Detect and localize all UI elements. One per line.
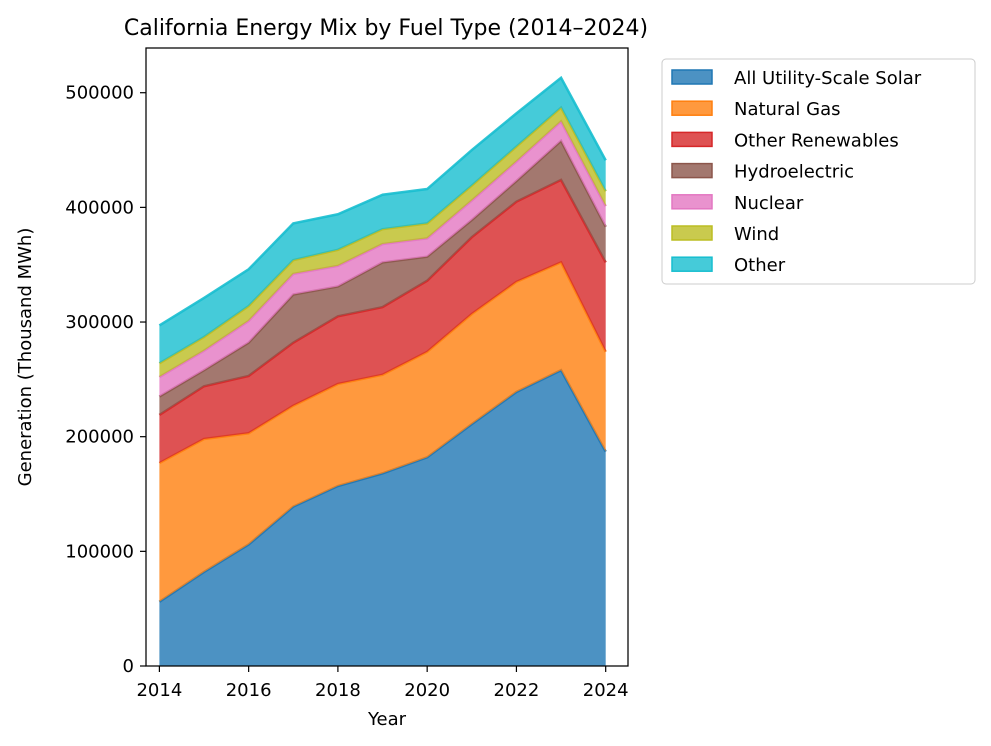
- area-edge-other: [158, 75, 607, 327]
- area-all-utility-scale-solar: [159, 370, 606, 666]
- area-series-group: [158, 75, 607, 666]
- legend-item-nuclear: Nuclear: [671, 193, 804, 214]
- x-tick-label: 2016: [226, 680, 272, 701]
- y-tick-label: 100000: [65, 541, 134, 562]
- x-axis-label: Year: [367, 709, 407, 730]
- legend: All Utility-Scale Solar Natural Gas Other …: [661, 58, 976, 285]
- y-tick-label: 0: [123, 656, 134, 677]
- plot-frame: [145, 47, 629, 667]
- x-tick-label: 2020: [404, 680, 450, 701]
- x-axis: 2014 2016 2018 2020 2022 2024: [136, 666, 629, 701]
- legend-label: All Utility-Scale Solar: [734, 68, 922, 89]
- legend-swatch: [671, 162, 713, 179]
- legend-item-all-utility-scale-solar: All Utility-Scale Solar: [671, 68, 922, 89]
- area-nuclear: [159, 121, 606, 397]
- legend-swatch: [671, 256, 713, 272]
- x-tick-label: 2022: [494, 680, 540, 701]
- area-other-renewables: [159, 179, 606, 464]
- legend-swatch: [671, 225, 713, 241]
- area-hydroelectric: [159, 140, 606, 415]
- legend-label: Natural Gas: [734, 99, 840, 120]
- y-tick-label: 400000: [65, 197, 134, 218]
- chart-title: California Energy Mix by Fuel Type (2014…: [124, 16, 648, 41]
- legend-swatch: [671, 131, 713, 148]
- legend-swatch: [671, 69, 713, 85]
- legend-label: Nuclear: [734, 193, 804, 214]
- y-tick-label: 200000: [65, 427, 134, 448]
- area-other: [159, 77, 606, 364]
- legend-item-other: Other: [671, 255, 786, 276]
- x-tick-label: 2014: [136, 680, 182, 701]
- legend-label: Wind: [734, 224, 779, 245]
- legend-item-wind: Wind: [671, 224, 779, 245]
- y-axis-label: Generation (Thousand MWh): [15, 228, 36, 487]
- area-wind: [159, 107, 606, 378]
- legend-label: Other: [734, 255, 786, 276]
- legend-item-natural-gas: Natural Gas: [671, 99, 840, 120]
- area-natural-gas: [159, 262, 606, 602]
- y-axis: 0 100000 200000 300000 400000 500000: [65, 83, 146, 677]
- legend-item-other-renewables: Other Renewables: [671, 130, 899, 151]
- y-tick-label: 500000: [65, 83, 134, 104]
- x-tick-label: 2024: [583, 680, 629, 701]
- legend-swatch: [671, 194, 713, 210]
- x-tick-label: 2018: [315, 680, 361, 701]
- legend-item-hydroelectric: Hydroelectric: [671, 162, 854, 183]
- legend-label: Hydroelectric: [734, 162, 854, 183]
- legend-label: Other Renewables: [734, 130, 899, 151]
- y-tick-label: 300000: [65, 312, 134, 333]
- legend-swatch: [671, 100, 713, 116]
- legend-frame: [661, 58, 976, 285]
